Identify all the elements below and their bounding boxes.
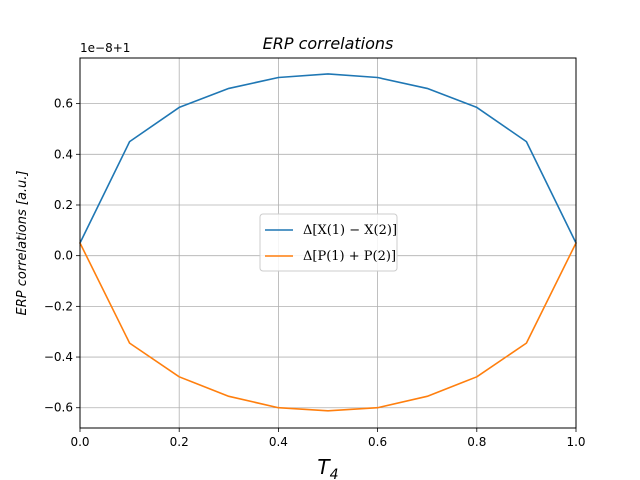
legend: Δ[X(1) − X(2)] Δ[P(1) + P(2)] xyxy=(259,213,398,272)
y-tick-label: 0.6 xyxy=(54,97,73,111)
x-tick-label: 0.8 xyxy=(467,435,486,449)
legend-label-p: Δ[P(1) + P(2)] xyxy=(303,249,396,264)
chart-title: ERP correlations xyxy=(263,34,394,53)
y-tick-label: −0.6 xyxy=(44,401,73,415)
y-tick-label: −0.2 xyxy=(44,299,73,313)
series-line-p xyxy=(79,242,577,412)
x-tick-label: 0.2 xyxy=(170,435,189,449)
legend-label-x: Δ[X(1) − X(2)] xyxy=(303,223,397,238)
y-axis-label: ERP correlations [a.u.] xyxy=(15,170,30,315)
axis-ticks: 0.0 0.2 0.4 0.6 0.8 1.0 −0.6 −0.4 −0.2 0.0 0.2 0.4 0… xyxy=(44,97,586,449)
y-tick-label: 0.2 xyxy=(54,198,73,212)
series-lines xyxy=(79,73,577,412)
x-axis-label-main: T xyxy=(317,455,331,479)
x-tick-label: 0.4 xyxy=(269,435,288,449)
y-axis-offset-label: 1e−8+1 xyxy=(80,41,130,55)
series-line-x xyxy=(79,73,577,244)
x-tick-label: 1.0 xyxy=(566,435,585,449)
x-tick-label: 0.0 xyxy=(70,435,89,449)
legend-box xyxy=(259,213,398,272)
plot-area-frame xyxy=(79,57,577,429)
y-tick-label: 0.0 xyxy=(54,249,73,263)
x-tick-label: 0.6 xyxy=(368,435,387,449)
x-axis-label: T4 xyxy=(317,455,338,480)
y-tick-label: −0.4 xyxy=(44,350,73,364)
y-tick-label: 0.4 xyxy=(54,147,73,161)
x-axis-label-subscript: 4 xyxy=(330,467,339,480)
